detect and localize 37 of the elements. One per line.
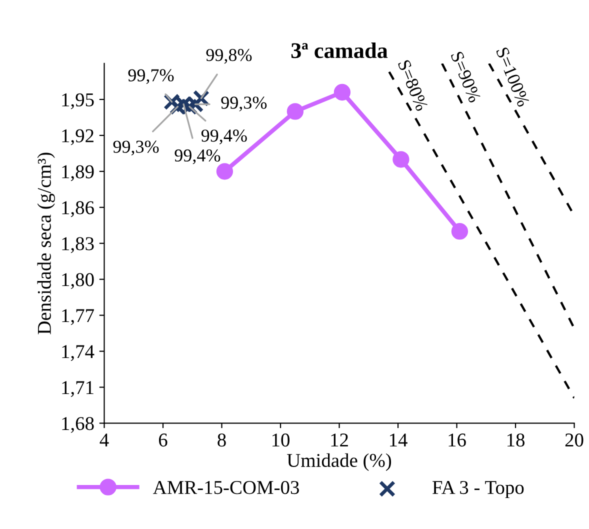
point (334, 84, 351, 101)
y-tick-label: 1,89 (62, 165, 94, 182)
x-tick-label: 16 (448, 434, 466, 447)
annotation: 99,4% (201, 130, 247, 144)
point (451, 223, 468, 240)
y-tick-label: 1,68 (62, 417, 94, 433)
x-tick-label: 10 (272, 433, 290, 447)
text: S=90% (450, 50, 482, 104)
point (216, 163, 234, 180)
x-tick-label: 6 (158, 434, 168, 447)
annotation: 99,3% (221, 96, 267, 112)
y-tick-label: 1,80 (62, 273, 94, 290)
y-axis-title: Densidade seca (g/cm³) (37, 152, 55, 334)
x-axis-title: Umidade (%) (287, 453, 392, 471)
x-tick-label: 4 (100, 434, 109, 446)
y-tick-label: 1,83 (62, 237, 94, 254)
y-tick-label: 1,77 (62, 309, 94, 326)
annotation: 99,7% (128, 69, 174, 84)
x-tick-label: 20 (565, 433, 584, 447)
y-tick-label: 1,71 (62, 381, 94, 397)
annotation: 99,4% (174, 149, 220, 164)
text: S=80% (398, 59, 428, 112)
annotation: 99,3% (113, 140, 159, 156)
y-tick-label: 1,86 (62, 201, 94, 218)
annotation: 99,8% (206, 48, 252, 64)
legend-label: FA 3 - Topo (432, 481, 524, 498)
x-tick-label: 18 (508, 433, 525, 447)
chart-title: 3ª camada (291, 42, 388, 58)
y-tick-label: 1,92 (62, 129, 94, 146)
legend-label: AMR-15-COM-03 (152, 480, 299, 494)
y-tick-label: 1,95 (62, 93, 94, 110)
point (286, 103, 304, 120)
y-tick-label: 1,74 (62, 345, 94, 361)
x-tick-label: 8 (218, 433, 226, 447)
x-tick-label: 12 (331, 434, 348, 446)
point (392, 151, 410, 168)
x-tick-label: 14 (390, 434, 408, 446)
